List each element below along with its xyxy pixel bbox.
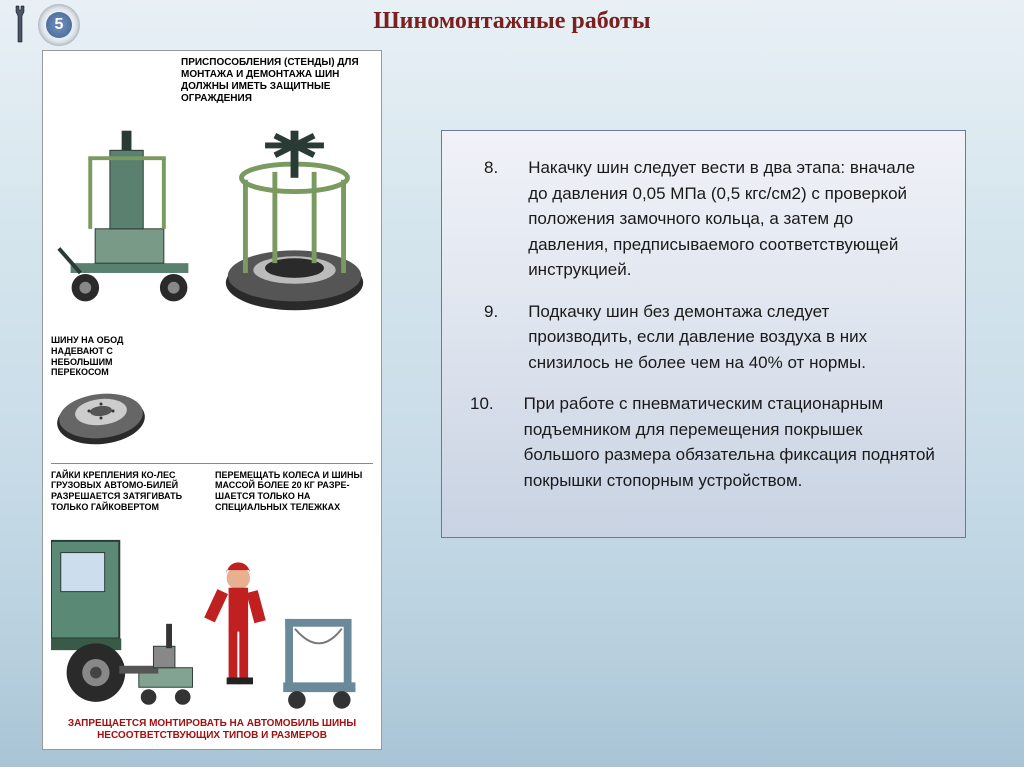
- rule-item: 9. Подкачку шин без демонтажа следует пр…: [470, 299, 937, 376]
- rule-number: 10.: [470, 391, 494, 493]
- poster-row-captions: ГАЙКИ КРЕПЛЕНИЯ КО-ЛЕС ГРУЗОВЫХ АВТОМО-Б…: [51, 470, 373, 513]
- rule-text: Накачку шин следует вести в два этапа: в…: [506, 155, 937, 283]
- poster-caption-side: ШИНУ НА ОБОД НАДЕВАЮТ С НЕБОЛЬШИМ ПЕРЕКО…: [51, 335, 171, 378]
- rule-item: 8. Накачку шин следует вести в два этапа…: [470, 155, 937, 283]
- poster-row-machines: [51, 109, 373, 329]
- tilted-tire-icon: [51, 382, 151, 450]
- page-title: Шиномонтажные работы: [0, 8, 1024, 35]
- rule-text: Подкачку шин без демонтажа следует произ…: [506, 299, 937, 376]
- poster-prohibit-text: ЗАПРЕЩАЕТСЯ МОНТИРОВАТЬ НА АВТОМОБИЛЬ ШИ…: [51, 718, 373, 742]
- rule-number: 8.: [470, 155, 498, 283]
- poster-caption-left: ГАЙКИ КРЕПЛЕНИЯ КО-ЛЕС ГРУЗОВЫХ АВТОМО-Б…: [51, 470, 209, 513]
- poster-caption-top: ПРИСПОСОБЛЕНИЯ (СТЕНДЫ) ДЛЯ МОНТАЖА И ДЕ…: [51, 57, 373, 105]
- rule-number: 9.: [470, 299, 498, 376]
- rule-item: 10. При работе с пневматическим стациона…: [470, 391, 937, 493]
- poster-side-block: ШИНУ НА ОБОД НАДЕВАЮТ С НЕБОЛЬШИМ ПЕРЕКО…: [51, 335, 171, 457]
- poster-caption-right: ПЕРЕМЕЩАТЬ КОЛЕСА И ШИНЫ МАССОЙ БОЛЕЕ 20…: [215, 470, 373, 513]
- tire-machine-icon: [51, 109, 208, 329]
- safety-poster: ПРИСПОСОБЛЕНИЯ (СТЕНДЫ) ДЛЯ МОНТАЖА И ДЕ…: [42, 50, 382, 750]
- rule-text: При работе с пневматическим стационарным…: [502, 391, 937, 493]
- tire-cage-icon: [216, 109, 373, 329]
- worker-scene-icon: [51, 519, 373, 714]
- rules-panel: 8. Накачку шин следует вести в два этапа…: [441, 130, 966, 538]
